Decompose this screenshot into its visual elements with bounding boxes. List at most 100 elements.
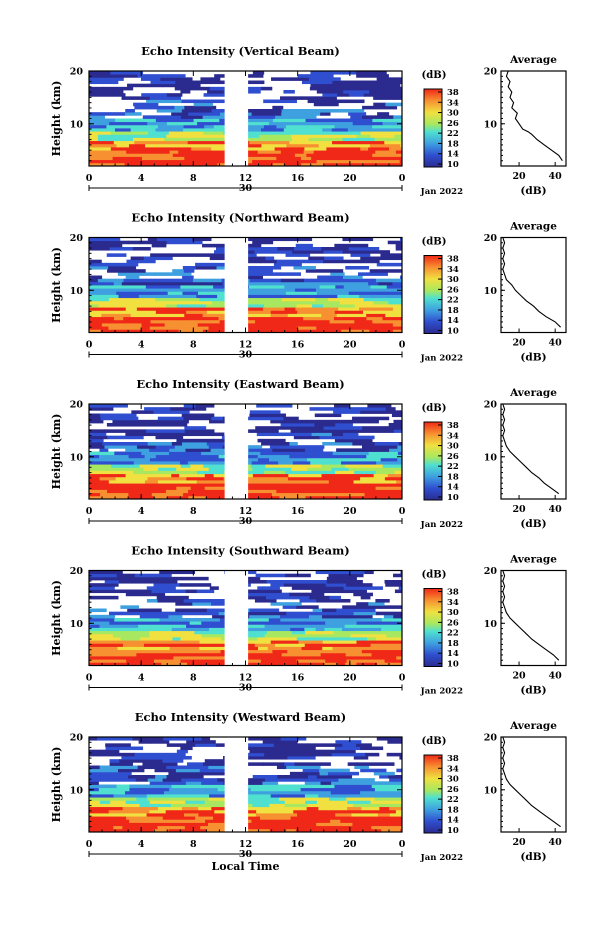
x-tick-label: 0 — [86, 340, 93, 351]
x-tick-label: 0 — [399, 340, 406, 351]
colorbar — [423, 88, 443, 168]
colorbar — [423, 255, 443, 334]
x-tick-label: 0 — [86, 839, 93, 850]
average-x-tick-label: 20 — [512, 671, 526, 682]
x-tick-label: 20 — [343, 173, 357, 184]
x-tick-label: 0 — [86, 506, 93, 517]
x-tick-label: 0 — [86, 173, 93, 184]
average-x-tick-label: 40 — [549, 671, 563, 682]
x-tick-label: 16 — [291, 839, 305, 850]
month-label: Jan 2022 — [420, 354, 463, 364]
x-tick-label: 8 — [190, 173, 197, 184]
average-x-tick-label: 20 — [512, 837, 526, 848]
colorbar-tick-label: 10 — [447, 826, 459, 836]
panel-title: Echo Intensity (Northward Beam) — [131, 211, 349, 225]
colorbar-tick-label: 34 — [447, 598, 459, 608]
data-gap — [224, 71, 249, 166]
average-y-tick-label: 20 — [484, 67, 498, 78]
average-x-tick-label: 20 — [512, 338, 526, 349]
average-x-tick-label: 20 — [512, 171, 526, 182]
colorbar-tick-label: 30 — [447, 775, 459, 785]
y-axis-label: Height (km) — [50, 747, 63, 823]
colorbar-tick-label: 22 — [447, 629, 459, 639]
x-tick-label: 0 — [399, 673, 406, 684]
colorbar-unit: (dB) — [422, 403, 447, 414]
x-tick-label: 8 — [190, 839, 197, 850]
average-x-tick-label: 40 — [549, 837, 563, 848]
colorbar-tick-label: 26 — [447, 452, 459, 462]
average-x-tick-label: 40 — [549, 504, 563, 515]
panel-3: Echo Intensity (Southward Beam) 0 4 8 12 16 20… — [50, 544, 567, 697]
average-profile-line — [502, 570, 560, 661]
x-tick-label: 0 — [399, 839, 406, 850]
colorbar-tick-label: 34 — [447, 764, 459, 774]
panel-title: Echo Intensity (Westward Beam) — [135, 710, 346, 724]
y-tick-label: 10 — [70, 619, 84, 630]
colorbar — [423, 754, 443, 834]
average-y-tick-label: 10 — [484, 286, 498, 297]
panel-title: Echo Intensity (Eastward Beam) — [136, 377, 344, 391]
month-label: Jan 2022 — [420, 187, 463, 197]
x-tick-label: 20 — [343, 340, 357, 351]
colorbar-unit: (dB) — [422, 736, 447, 747]
average-x-label: (dB) — [520, 518, 546, 530]
colorbar-tick-label: 34 — [447, 265, 459, 275]
panel-2: Echo Intensity (Eastward Beam) 0 4 8 12 16 20 0… — [50, 377, 567, 530]
average-title: Average — [509, 387, 557, 399]
x-tick-label: 4 — [138, 340, 145, 351]
y-axis-label: Height (km) — [50, 81, 63, 157]
colorbar-tick-label: 10 — [447, 493, 459, 503]
y-tick-label: 10 — [70, 286, 84, 297]
average-frame — [500, 70, 567, 167]
average-y-tick-label: 20 — [484, 233, 498, 244]
panel-1: Echo Intensity (Northward Beam) 0 4 8 12 16 20… — [50, 211, 567, 364]
colorbar-tick-label: 26 — [447, 618, 459, 628]
colorbar-tick-label: 18 — [447, 306, 459, 316]
data-gap — [224, 737, 249, 832]
colorbar-tick-label: 14 — [447, 483, 459, 493]
colorbar-tick-label: 34 — [447, 431, 459, 441]
average-x-label: (dB) — [520, 185, 546, 197]
heatmap-field — [89, 71, 403, 167]
average-title: Average — [509, 554, 557, 566]
colorbar-tick-label: 14 — [447, 316, 459, 326]
y-tick-label: 20 — [70, 566, 84, 577]
x-tick-label: 0 — [399, 173, 406, 184]
colorbar — [423, 421, 443, 501]
month-label: Jan 2022 — [420, 853, 463, 863]
colorbar-tick-label: 30 — [447, 275, 459, 285]
x-tick-label: 16 — [291, 173, 305, 184]
x-tick-label: 20 — [343, 506, 357, 517]
x-tick-label: 8 — [190, 506, 197, 517]
x-tick-label: 8 — [190, 673, 197, 684]
x-tick-label: 12 — [239, 839, 252, 850]
colorbar-tick-label: 22 — [447, 795, 459, 805]
y-tick-label: 10 — [70, 119, 84, 130]
colorbar-unit: (dB) — [422, 570, 447, 581]
colorbar-tick-label: 38 — [447, 88, 459, 98]
colorbar-tick-label: 18 — [447, 805, 459, 815]
x-tick-label: 20 — [343, 673, 357, 684]
x-tick-label: 16 — [291, 506, 305, 517]
x-tick-label: 4 — [138, 173, 145, 184]
average-profile-line — [505, 70, 563, 162]
average-frame — [500, 236, 567, 334]
colorbar-tick-label: 38 — [447, 421, 459, 431]
y-tick-label: 20 — [70, 400, 84, 411]
panel-title: Echo Intensity (Southward Beam) — [131, 544, 349, 558]
y-axis-label: Height (km) — [50, 247, 63, 323]
colorbar-unit: (dB) — [422, 237, 447, 248]
panel-0: Echo Intensity (Vertical Beam) 0 4 8 12 16 20 0… — [50, 44, 567, 197]
average-y-tick-label: 10 — [484, 452, 498, 463]
colorbar-tick-label: 22 — [447, 129, 459, 139]
average-x-tick-label: 40 — [549, 171, 563, 182]
colorbar-tick-label: 30 — [447, 442, 459, 452]
x-tick-label: 4 — [138, 839, 145, 850]
x-tick-label: 12 — [239, 506, 252, 517]
colorbar-tick-label: 26 — [447, 119, 459, 129]
average-profile-line — [502, 736, 561, 828]
colorbar-tick-label: 10 — [447, 660, 459, 670]
y-tick-label: 10 — [70, 785, 84, 796]
average-x-label: (dB) — [520, 685, 546, 697]
